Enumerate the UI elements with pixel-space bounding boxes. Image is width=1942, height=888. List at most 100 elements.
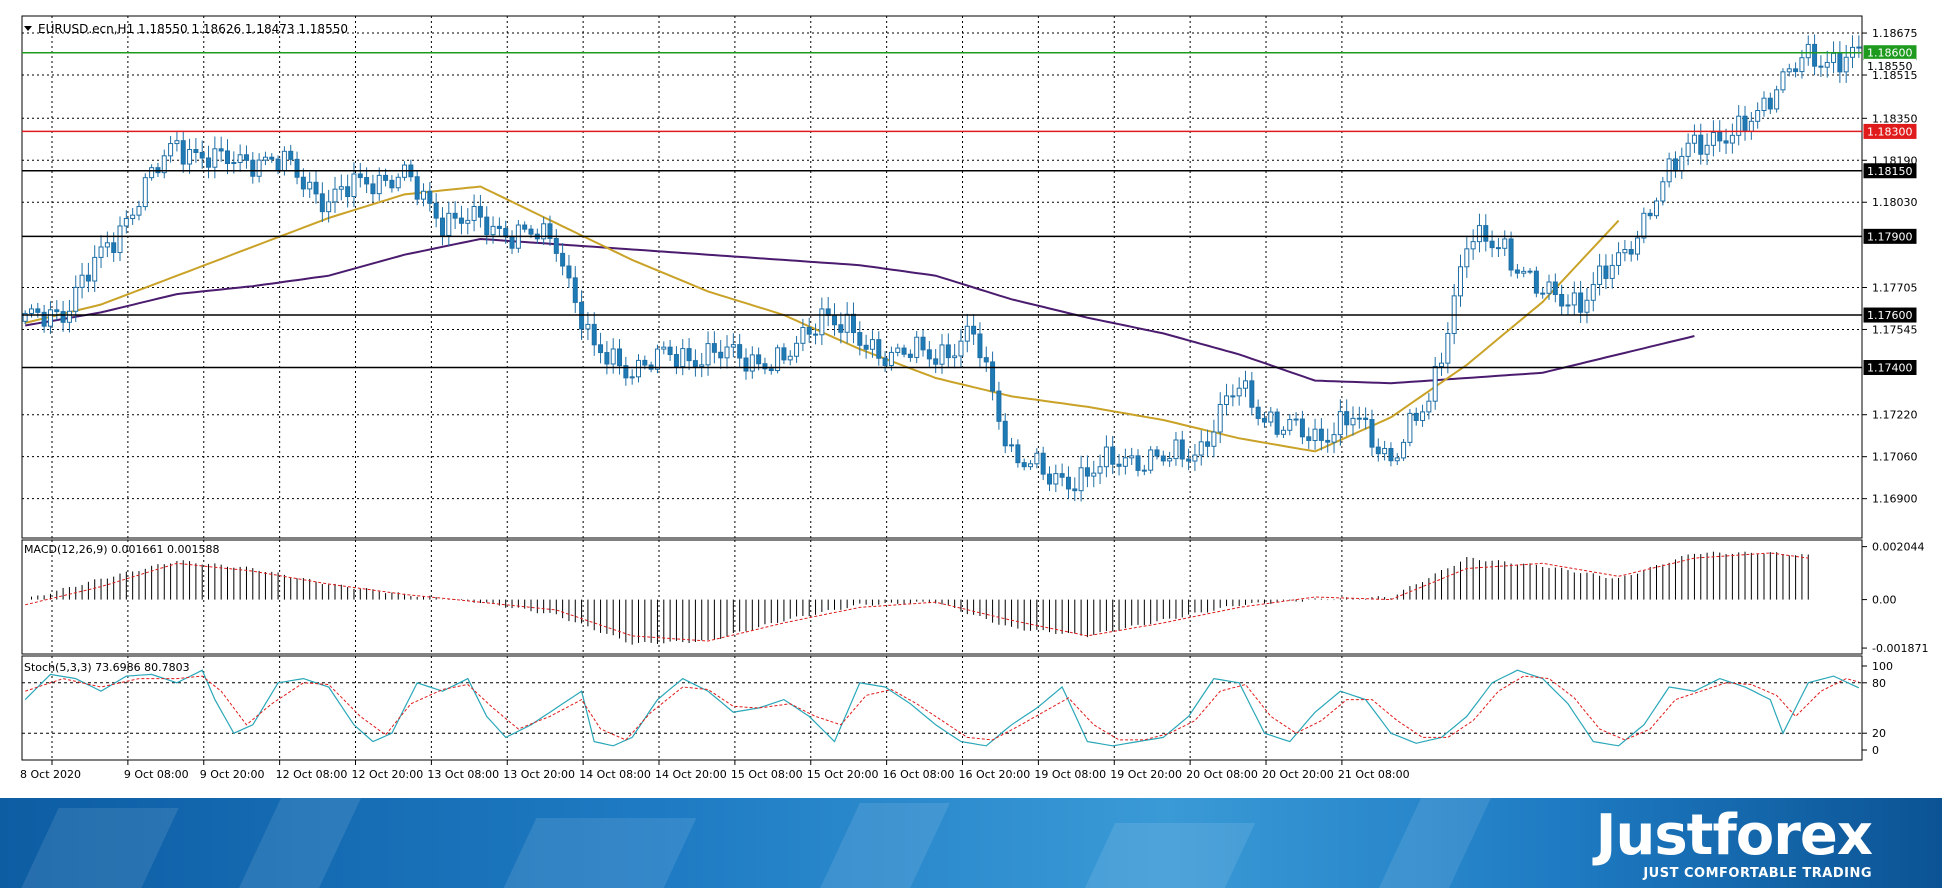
candle-bull xyxy=(1053,473,1059,485)
candle-bear xyxy=(863,344,869,350)
candle-bear xyxy=(313,181,319,195)
time-tick-label: 15 Oct 08:00 xyxy=(731,768,803,781)
candle-bull xyxy=(421,190,427,200)
candle-bull xyxy=(958,340,964,357)
candle-bull xyxy=(1527,270,1533,273)
candle-bear xyxy=(1793,68,1799,73)
time-tick-label: 9 Oct 20:00 xyxy=(200,768,265,781)
candle-bull xyxy=(332,188,338,203)
candle-bear xyxy=(1110,446,1116,465)
candle-bull xyxy=(1736,115,1742,136)
candle-bull xyxy=(1122,457,1128,467)
candle-bull xyxy=(952,355,958,359)
candle-bear xyxy=(1116,463,1122,467)
macd-tick-label: 0.002044 xyxy=(1872,541,1925,554)
candle-bear xyxy=(1413,412,1419,421)
level-price-tag xyxy=(1863,163,1917,179)
candle-bear xyxy=(484,216,490,236)
candle-bull xyxy=(1622,249,1628,254)
dropdown-triangle-icon[interactable] xyxy=(24,26,32,31)
candle-bear xyxy=(1186,458,1192,462)
candle-bull xyxy=(1337,411,1343,436)
candle-bear xyxy=(1672,158,1678,172)
candle-bull xyxy=(1350,417,1356,426)
brand-tagline: JUST COMFORTABLE TRADING xyxy=(1643,866,1872,881)
candle-bear xyxy=(977,333,983,359)
candle-bear xyxy=(496,225,502,229)
candle-bull xyxy=(168,143,174,157)
candle-bull xyxy=(1654,200,1660,217)
price-tick-label: 1.18675 xyxy=(1872,27,1918,40)
candle-bull xyxy=(471,206,477,221)
candle-bear xyxy=(1559,294,1565,307)
price-tick-label: 1.17545 xyxy=(1872,323,1918,336)
candle-bull xyxy=(1470,241,1476,250)
candle-bear xyxy=(389,179,395,189)
candle-bear xyxy=(838,324,844,333)
candle-bear xyxy=(1603,265,1609,279)
stoch-tick-label: 0 xyxy=(1872,744,1879,757)
candle-bull xyxy=(149,167,155,179)
candle-bear xyxy=(945,344,951,359)
price-tick-label: 1.18030 xyxy=(1872,196,1918,209)
candle-bear xyxy=(288,150,294,160)
candle-bull xyxy=(1704,144,1710,155)
candle-bear xyxy=(1021,462,1027,468)
candle-bear xyxy=(832,314,838,326)
candle-bear xyxy=(218,148,224,152)
candle-bear xyxy=(718,351,724,359)
candle-bull xyxy=(307,181,313,190)
candle-bull xyxy=(775,347,781,372)
candlestick-series xyxy=(22,34,1862,502)
candle-bull xyxy=(1129,455,1135,459)
level-price-tag xyxy=(1863,359,1917,375)
symbol-header[interactable]: EURUSD.ecn,H1 1.18550 1.18626 1.18473 1.… xyxy=(24,22,348,36)
candle-bear xyxy=(857,332,863,346)
candle-bear xyxy=(686,348,692,362)
candle-bear xyxy=(591,323,597,346)
candle-bear xyxy=(1742,115,1748,132)
candle-bear xyxy=(813,333,819,336)
candle-bull xyxy=(1502,238,1508,249)
candle-bull xyxy=(161,155,167,174)
price-axis: 1.18675 1.18515 1.18350 1.18190 1.18030 1.177… xyxy=(1862,27,1918,506)
candle-bull xyxy=(964,325,970,342)
candle-bull xyxy=(1280,429,1286,435)
candle-bull xyxy=(1439,362,1445,367)
candle-bull xyxy=(1268,411,1274,423)
candle-bear xyxy=(1375,446,1381,455)
panel-frame xyxy=(21,15,1863,539)
candle-bull xyxy=(1173,439,1179,460)
candle-bear xyxy=(1261,417,1267,423)
candle-bear xyxy=(806,326,812,335)
candle-bear xyxy=(1299,418,1305,438)
candle-bear xyxy=(199,151,205,159)
candle-bull xyxy=(1356,417,1362,420)
chart-grid xyxy=(22,16,1862,760)
macd-tick-label: 0.00 xyxy=(1872,594,1897,607)
candle-bull xyxy=(395,176,401,189)
candle-bear xyxy=(1072,488,1078,492)
justforex-logo[interactable]: Justforex xyxy=(1595,803,1873,868)
candle-bear xyxy=(206,157,212,168)
candle-bear xyxy=(1717,131,1723,142)
candle-bull xyxy=(629,376,635,379)
candle-bull xyxy=(1243,380,1249,389)
candle-bull xyxy=(888,351,894,366)
candle-bull xyxy=(256,159,262,177)
candle-bear xyxy=(642,359,648,366)
candle-bear xyxy=(383,174,389,181)
candle-bear xyxy=(673,354,679,368)
candle-bull xyxy=(787,355,793,361)
candle-bear xyxy=(1160,455,1166,462)
candle-bear xyxy=(357,173,363,179)
time-tick-label: 21 Oct 08:00 xyxy=(1338,768,1410,781)
candle-bear xyxy=(477,206,483,218)
candle-bear xyxy=(370,183,376,195)
candle-bear xyxy=(1540,292,1546,295)
candle-bear xyxy=(1812,43,1818,67)
candle-bear xyxy=(1552,281,1558,296)
candle-bull xyxy=(338,186,344,190)
